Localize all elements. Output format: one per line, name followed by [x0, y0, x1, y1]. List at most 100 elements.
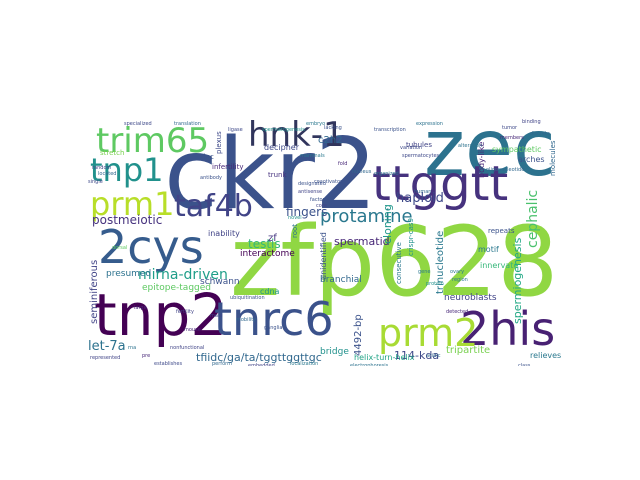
word-tnrc6: tnrc6	[214, 292, 334, 346]
word-alteration: alteration	[458, 143, 483, 149]
word-innervate: innervate	[480, 261, 519, 270]
word-motif: motif	[478, 245, 499, 254]
word-fold: fold	[338, 161, 348, 167]
word-human: human	[414, 189, 432, 195]
word-postmeiotic: postmeiotic	[92, 213, 163, 227]
word-coactivator: coactivator	[314, 179, 343, 185]
word-specialized: specialized	[124, 121, 152, 127]
word-factor: factor	[310, 197, 325, 203]
word-variation: variation	[400, 145, 423, 151]
word-mammals: mammals	[300, 153, 325, 159]
word-electrophoresis: electrophoresis	[350, 363, 389, 367]
word-haploid: haploid	[396, 191, 444, 206]
word-translation: translation	[174, 121, 201, 127]
word-cephalic: cephalic	[525, 189, 541, 248]
word-discrete: discrete	[530, 131, 550, 137]
word-embedded: embedded	[248, 363, 275, 367]
word-designated: designated	[298, 181, 326, 187]
word-presumed: presumed	[106, 269, 152, 279]
word-protamine: protamine	[320, 206, 413, 227]
word-nucleus: nucleus	[352, 169, 372, 175]
word-infertility: infertility	[212, 163, 244, 171]
word-4492-bp: 4492-bp	[353, 314, 364, 356]
word-tripartite: tripartite	[446, 345, 491, 356]
word-ckr2: ckr2	[164, 118, 378, 232]
word-bridge: bridge	[320, 347, 349, 357]
word-let-7a: let-7a	[88, 339, 126, 354]
word-novel: novel	[288, 215, 302, 221]
word-114-kda: 114-kda	[394, 349, 440, 362]
word-dorsal: dorsal	[112, 245, 128, 251]
word-oligonucleotide: oligonucleotide	[486, 167, 525, 173]
word-represented: represented	[90, 355, 121, 361]
word-mouse: mouse	[184, 327, 201, 333]
word-fertility: fertility	[176, 309, 194, 315]
word-expression: expression	[416, 121, 443, 127]
word-random: random	[92, 165, 112, 171]
word-zf: zf	[268, 233, 277, 244]
word-arches: arches	[518, 155, 545, 164]
word-fingers: fingers	[286, 205, 328, 219]
word-cdna: cdna	[260, 287, 280, 296]
word-nonfunctional: nonfunctional	[170, 345, 205, 351]
word-helix-turn-helix: helix-turn-helix	[354, 353, 415, 362]
word-cloud: zfp628 ckr2 zec tnp2 ttggtt 2cys tnrc6 2…	[82, 118, 566, 366]
word-region: region	[452, 277, 468, 283]
word-tnp2: tnp2	[94, 281, 228, 349]
word-antisense: antisense	[298, 189, 323, 195]
word-inability: inability	[208, 229, 240, 238]
word-binding: binding	[522, 119, 541, 125]
word-mobility: mobility	[236, 317, 257, 323]
word-class: class	[518, 363, 531, 367]
word-transcription: transcription	[374, 127, 406, 133]
word-prm1: prm1	[90, 185, 175, 223]
word-antibody: antibody	[200, 175, 222, 181]
word-members: members	[500, 135, 524, 141]
word-detected: detected	[446, 309, 469, 315]
word-interactome: interactome	[240, 249, 295, 259]
word-tnp1: tnp1	[90, 151, 164, 189]
word-ttggtt: ttggtt	[372, 156, 509, 212]
word-acidic: acidic	[426, 353, 441, 359]
word-2cys: 2cys	[98, 220, 204, 274]
word-c2h2: c2h2	[318, 135, 343, 146]
word-ligase: ligase	[228, 127, 243, 133]
word-molecules: molecules	[549, 140, 557, 176]
word-tumor: tumor	[502, 125, 518, 131]
word-schwann: schwann	[200, 277, 240, 287]
word-mirna-driven: mirna-driven	[138, 267, 228, 283]
word-trim65: trim65	[96, 121, 210, 161]
word-spermatocytes: spermatocytes	[402, 153, 440, 159]
word-spermiogenesis: spermiogenesis	[511, 237, 524, 324]
word-ganglia: ganglia	[264, 325, 283, 331]
word-root: root	[291, 223, 299, 238]
word-consecutive: consecutive	[395, 242, 403, 284]
word-stretch: stretch	[100, 149, 125, 157]
word-ubiquitination: ubiquitination	[230, 295, 265, 301]
word-trunk: trunk	[268, 171, 287, 179]
word-sympathetic: sympathetic	[492, 145, 542, 154]
word-embryo: embryo	[306, 121, 326, 127]
word-zinc: zinc	[200, 153, 214, 161]
word-male: male	[210, 313, 223, 319]
word-branchial: branchial	[320, 275, 362, 285]
word-tubules: tubules	[406, 141, 432, 149]
word-hnk-1: hnk-1	[248, 118, 345, 155]
word-lacking: lacking	[324, 125, 342, 131]
word-establishes: establishes	[154, 361, 183, 367]
word-organized: organized	[374, 171, 399, 177]
word-ovary: ovary	[450, 269, 465, 275]
word-large: large	[134, 305, 147, 311]
word-prm2: prm2	[378, 311, 479, 355]
word-cloning: cloning	[381, 204, 394, 244]
word-rna: rna	[128, 345, 137, 351]
word-zec: zec	[424, 118, 556, 194]
word-pre: pre	[142, 353, 151, 359]
word-localization: localization	[290, 361, 319, 367]
word-tfiidc: tfiidc/ga/ta/tggttggttgc	[196, 351, 322, 364]
word-zfp628: zfp628	[230, 206, 559, 318]
word-relieves: relieves	[530, 351, 562, 360]
word-2his: 2his	[460, 302, 556, 356]
word-spermatid: spermatid	[334, 235, 390, 248]
word-plexus: plexus	[215, 131, 223, 154]
